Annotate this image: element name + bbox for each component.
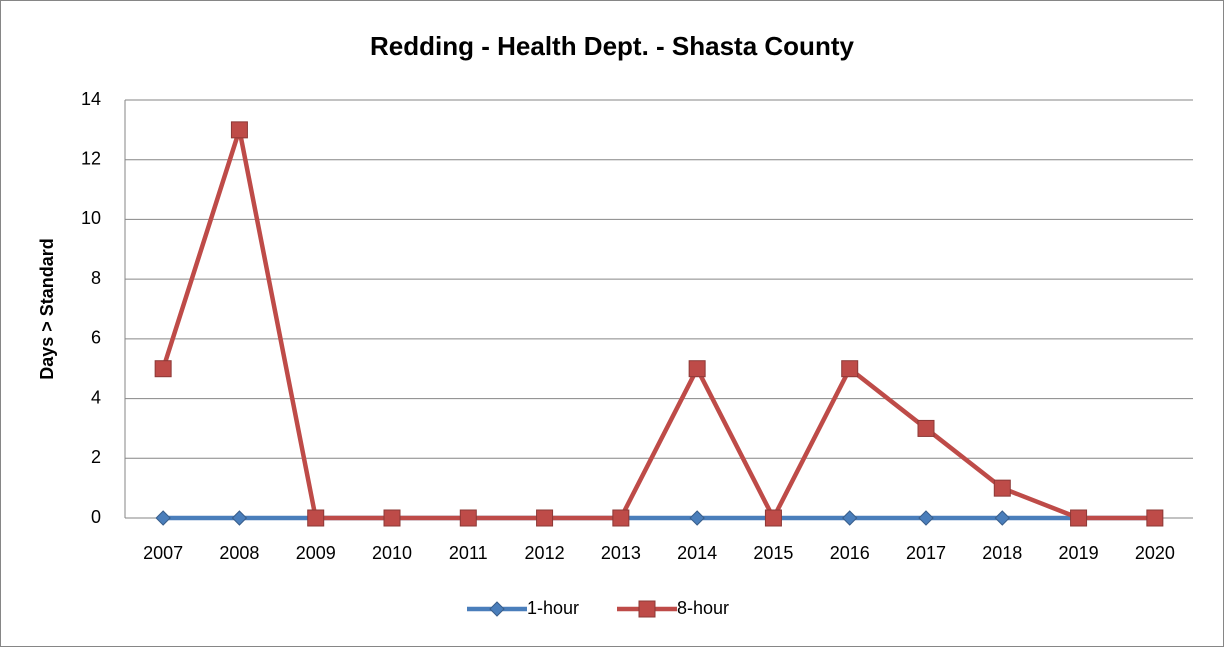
marker	[688, 360, 706, 378]
x-tick-label: 2008	[219, 543, 259, 563]
x-tick-label: 2018	[982, 543, 1022, 563]
marker	[841, 360, 859, 378]
marker	[459, 509, 477, 527]
y-tick-label: 14	[81, 89, 101, 109]
x-tick-label: 2019	[1059, 543, 1099, 563]
marker	[842, 510, 858, 526]
x-tick-label: 2020	[1135, 543, 1175, 563]
legend-label: 1-hour	[527, 598, 579, 618]
y-tick-label: 10	[81, 208, 101, 228]
marker	[917, 419, 935, 437]
marker	[154, 360, 172, 378]
y-tick-label: 0	[91, 507, 101, 527]
legend-label: 8-hour	[677, 598, 729, 618]
marker	[918, 510, 934, 526]
x-tick-label: 2010	[372, 543, 412, 563]
y-tick-label: 2	[91, 447, 101, 467]
y-tick-label: 6	[91, 328, 101, 348]
marker	[764, 509, 782, 527]
marker	[231, 510, 248, 526]
x-tick-label: 2007	[143, 543, 183, 563]
y-tick-label: 12	[81, 148, 101, 168]
y-tick-label: 4	[91, 387, 101, 407]
series-line	[160, 127, 1155, 521]
marker	[993, 479, 1011, 497]
marker	[489, 601, 505, 617]
x-tick-label: 2016	[830, 543, 870, 563]
marker	[230, 121, 248, 139]
marker	[383, 509, 401, 527]
y-axis-label: Days > Standard	[37, 238, 57, 380]
x-tick-label: 2017	[906, 543, 946, 563]
marker	[1070, 509, 1088, 527]
marker	[1146, 509, 1164, 527]
marker	[307, 509, 325, 527]
x-tick-label: 2015	[753, 543, 793, 563]
x-tick-label: 2012	[525, 543, 565, 563]
y-tick-label: 8	[91, 268, 101, 288]
x-tick-label: 2013	[601, 543, 641, 563]
marker	[994, 510, 1010, 526]
marker	[155, 510, 171, 526]
marker	[612, 509, 630, 527]
marker	[638, 600, 656, 618]
chart-title: Redding - Health Dept. - Shasta County	[370, 31, 854, 61]
x-tick-label: 2009	[296, 543, 336, 563]
x-tick-label: 2011	[449, 543, 488, 563]
x-tick-label: 2014	[677, 543, 717, 563]
marker	[689, 510, 705, 526]
marker	[536, 509, 554, 527]
